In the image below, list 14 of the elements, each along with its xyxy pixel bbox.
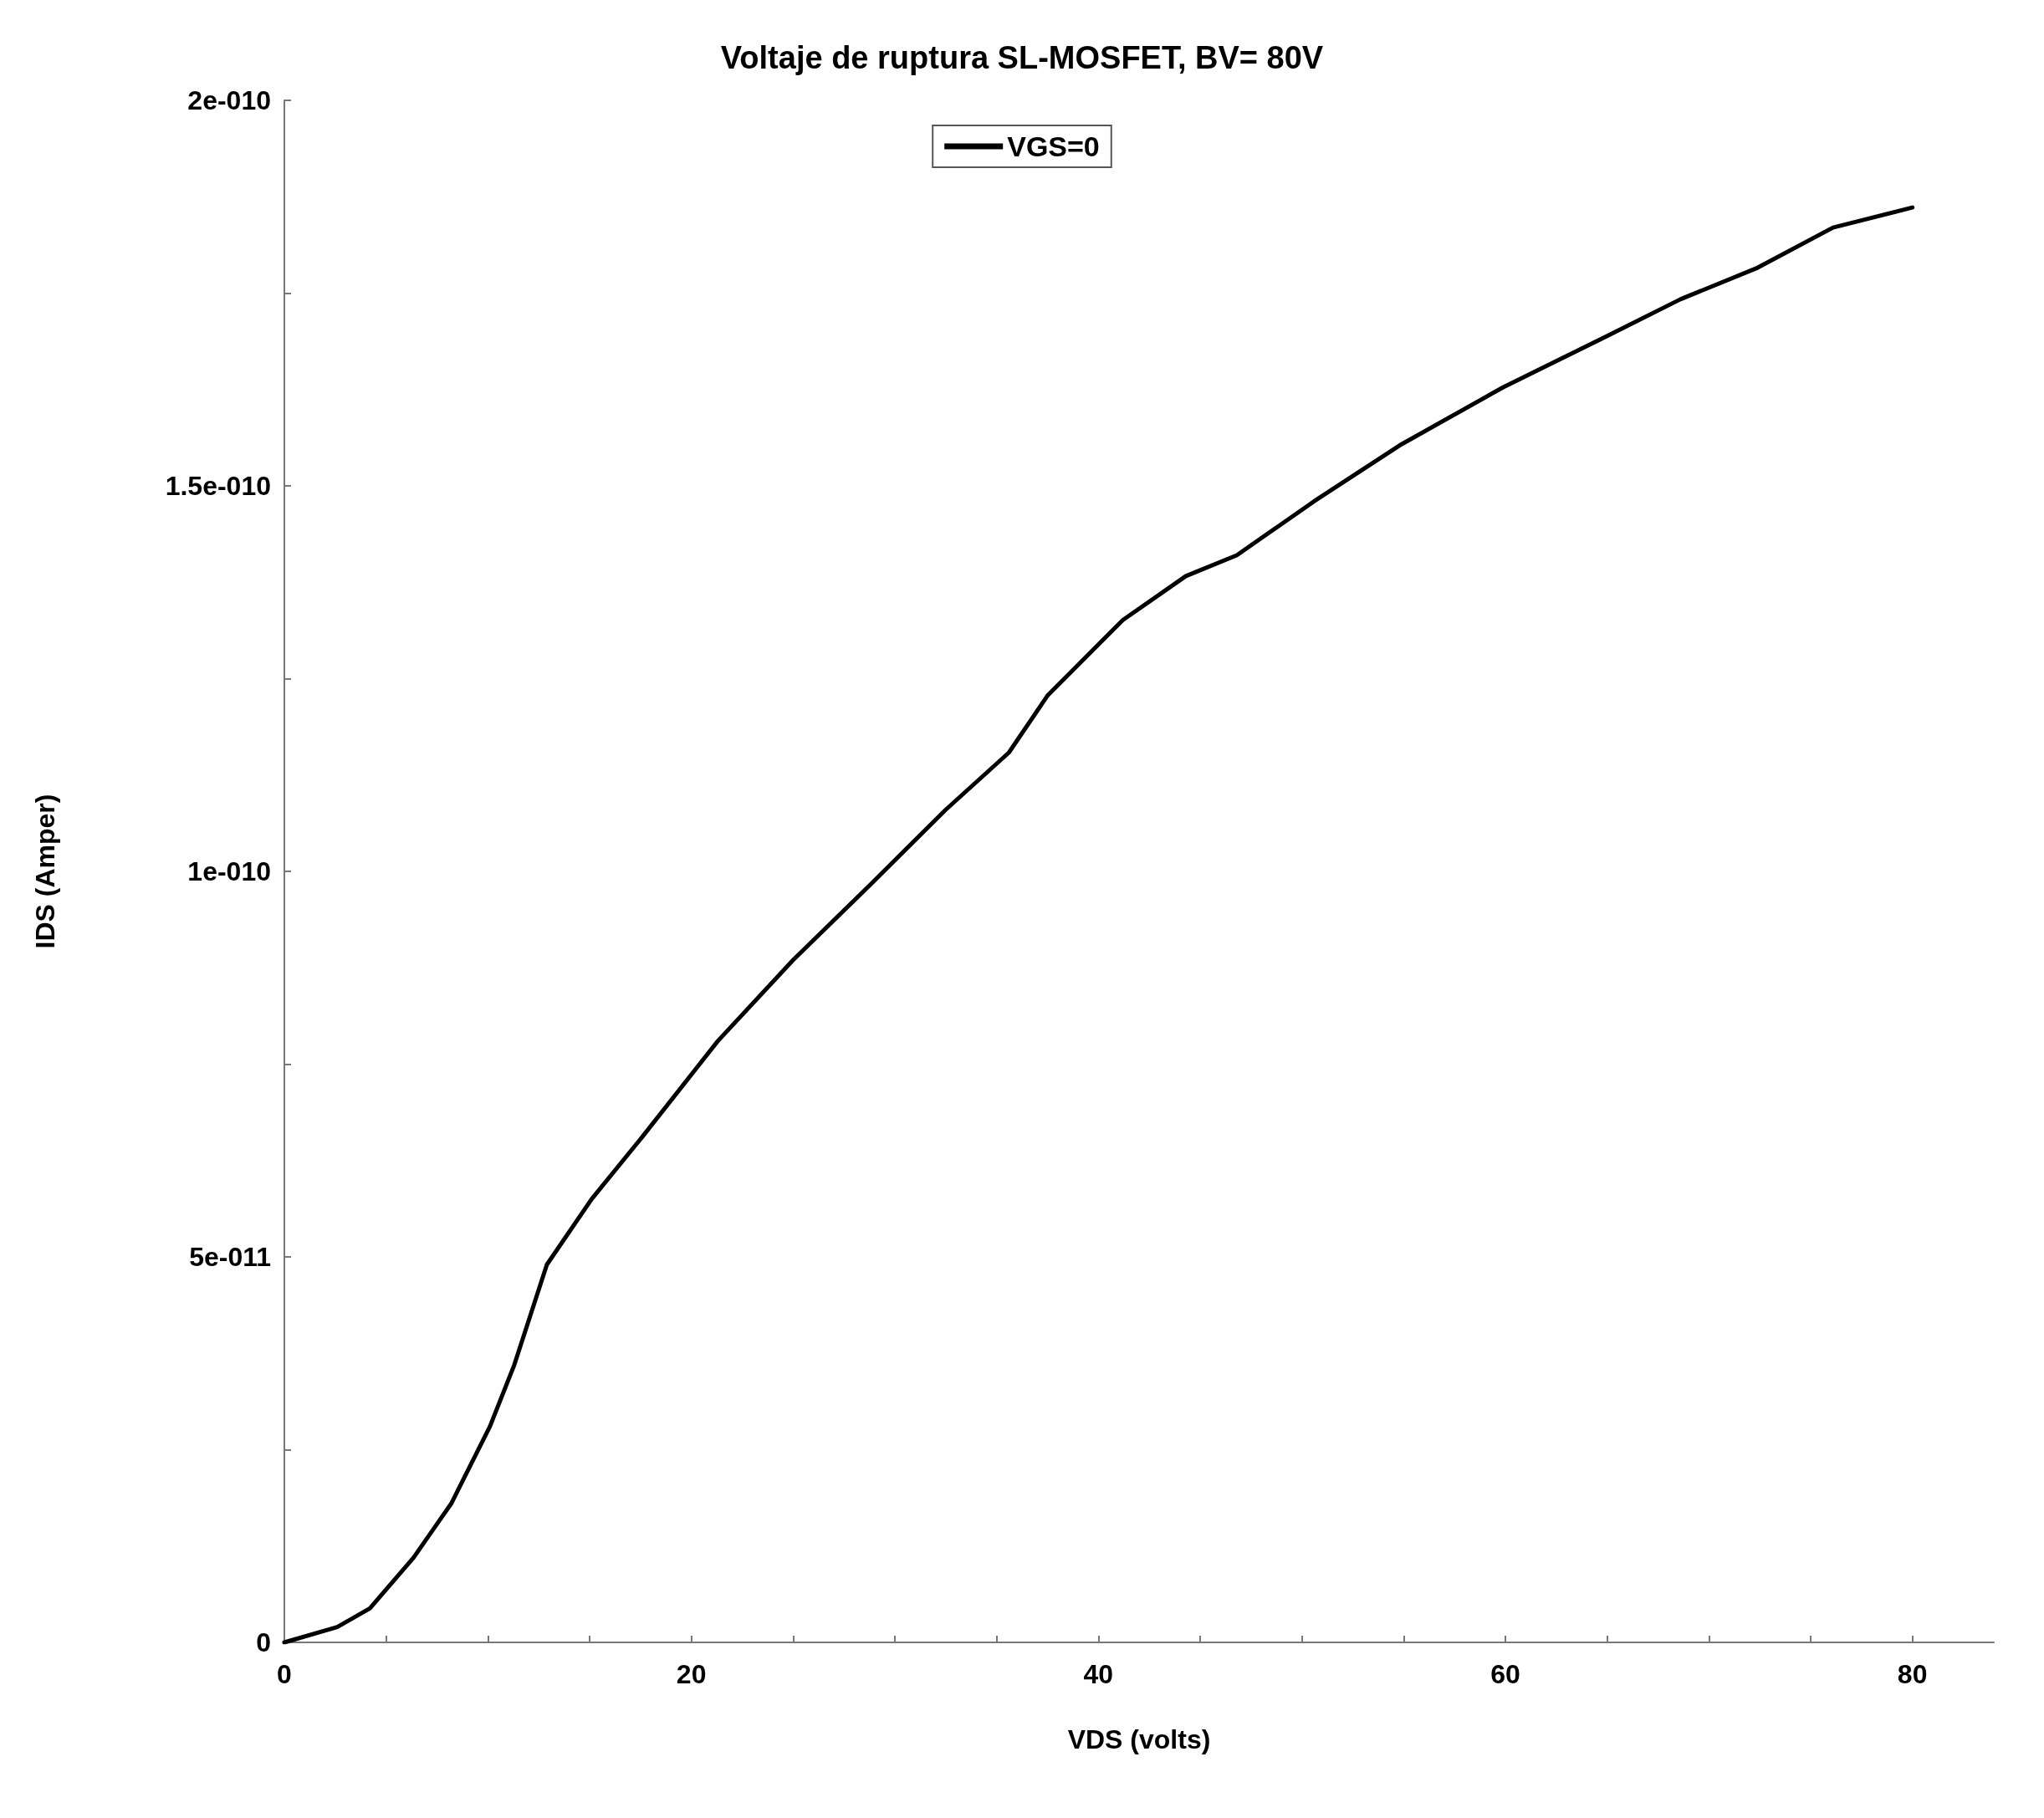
x-axis-title: VDS (volts) <box>1067 1724 1211 1754</box>
y-tick-label: 5e-011 <box>189 1242 271 1272</box>
x-tick-label: 0 <box>277 1659 292 1689</box>
x-tick-label: 20 <box>676 1659 707 1689</box>
chart-title: Voltaje de ruptura SL-MOSFET, BV= 80V <box>720 40 1324 75</box>
x-tick-label: 80 <box>1897 1659 1928 1689</box>
legend-label: VGS=0 <box>1007 130 1100 162</box>
y-tick-label: 1e-010 <box>187 856 271 886</box>
y-tick-label: 2e-010 <box>187 85 271 115</box>
y-tick-label: 1.5e-010 <box>165 471 271 501</box>
x-tick-label: 60 <box>1490 1659 1520 1689</box>
y-axis-title: IDS (Amper) <box>30 794 60 949</box>
y-tick-label: 0 <box>256 1627 271 1657</box>
x-tick-label: 40 <box>1083 1659 1114 1689</box>
